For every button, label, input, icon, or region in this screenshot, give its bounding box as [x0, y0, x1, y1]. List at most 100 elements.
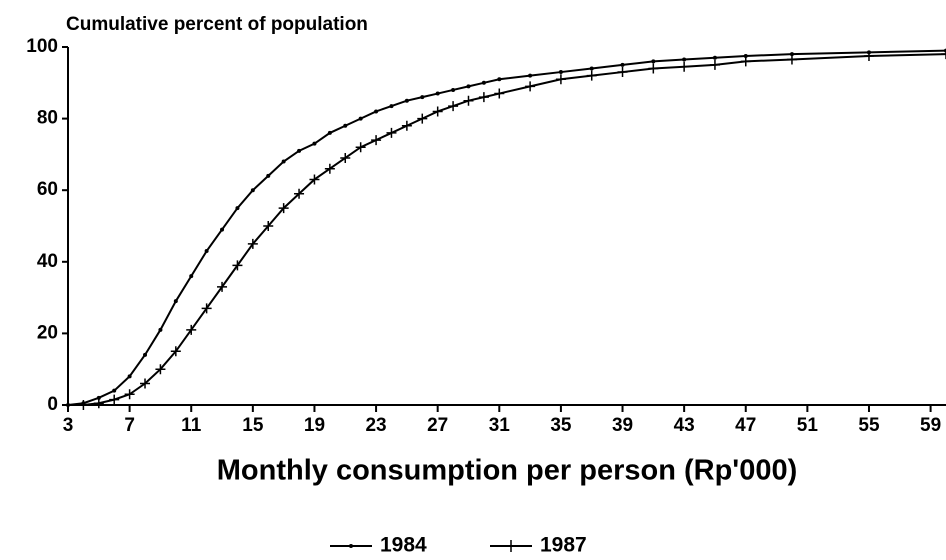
- point: [297, 148, 302, 153]
- point: [941, 49, 946, 60]
- point: [112, 388, 117, 393]
- legend-marker: [506, 540, 516, 552]
- x-axis-label: Monthly consumption per person (Rp'000): [217, 455, 797, 487]
- point: [374, 109, 379, 114]
- point: [343, 123, 348, 128]
- x-tick-label: 55: [858, 415, 880, 436]
- x-tick-label: 47: [735, 415, 756, 436]
- point: [96, 395, 101, 400]
- point: [127, 374, 132, 379]
- point: [235, 206, 240, 211]
- point: [525, 81, 536, 92]
- x-tick-label: 39: [612, 415, 633, 436]
- chart-title: Cumulative percent of population: [66, 14, 368, 35]
- point: [281, 159, 286, 164]
- y-tick-label: 60: [37, 179, 58, 200]
- point: [63, 400, 73, 410]
- point: [435, 91, 440, 96]
- y-tick-label: 20: [37, 322, 58, 343]
- point: [263, 221, 274, 231]
- point: [789, 52, 794, 57]
- point: [586, 70, 597, 81]
- point: [463, 95, 474, 106]
- x-tick-label: 11: [181, 415, 202, 436]
- point: [682, 57, 687, 62]
- point: [155, 364, 166, 375]
- point: [294, 188, 305, 199]
- point: [170, 346, 181, 357]
- point: [250, 188, 255, 193]
- x-tick-label: 7: [124, 415, 135, 436]
- point: [617, 67, 628, 78]
- point: [555, 74, 566, 85]
- y-tick-label: 80: [37, 108, 58, 129]
- point: [743, 53, 748, 58]
- point: [324, 163, 335, 174]
- point: [386, 127, 397, 138]
- legend-label: 1984: [380, 534, 427, 557]
- point: [651, 59, 656, 64]
- point: [355, 142, 366, 153]
- plot-area: [63, 48, 946, 410]
- x-tick-label: 19: [304, 415, 325, 436]
- point: [448, 101, 459, 112]
- point: [389, 104, 394, 109]
- point: [232, 260, 243, 271]
- point: [340, 152, 351, 163]
- point: [648, 63, 659, 74]
- x-tick-label: 3: [63, 415, 74, 436]
- legend-marker: [349, 544, 353, 548]
- point: [278, 203, 289, 214]
- point: [189, 274, 194, 279]
- point: [247, 238, 258, 249]
- point: [266, 173, 271, 178]
- point: [201, 303, 212, 314]
- x-tick-label: 23: [365, 415, 386, 436]
- point: [863, 50, 874, 61]
- point: [327, 130, 332, 135]
- point: [417, 113, 428, 124]
- point: [204, 249, 209, 254]
- point: [143, 352, 148, 357]
- y-tick-label: 40: [37, 251, 58, 272]
- x-tick-label: 15: [242, 415, 264, 436]
- point: [712, 55, 717, 60]
- point: [478, 92, 489, 103]
- point: [124, 389, 135, 400]
- point: [494, 88, 505, 99]
- point: [620, 62, 625, 67]
- point: [186, 324, 197, 335]
- point: [358, 116, 363, 121]
- point: [466, 84, 471, 89]
- x-tick-label: 31: [489, 415, 511, 436]
- legend-label: 1987: [540, 534, 587, 557]
- point: [173, 299, 178, 304]
- x-tick-label: 59: [920, 415, 941, 436]
- point: [679, 61, 690, 72]
- point: [420, 95, 425, 100]
- point: [481, 80, 486, 85]
- y-tick-label: 100: [26, 36, 58, 57]
- x-tick-label: 35: [550, 415, 572, 436]
- point: [709, 59, 720, 70]
- point: [528, 73, 533, 78]
- series-line: [68, 53, 946, 406]
- x-tick-label: 27: [427, 415, 448, 436]
- x-tick-label: 43: [674, 415, 695, 436]
- point: [558, 70, 563, 75]
- point: [404, 98, 409, 103]
- point: [140, 378, 151, 389]
- point: [109, 394, 120, 405]
- point: [401, 120, 412, 131]
- point: [786, 54, 797, 65]
- y-tick-label: 0: [47, 394, 58, 415]
- point: [432, 106, 443, 117]
- point: [312, 141, 317, 146]
- point: [740, 56, 751, 67]
- series-line: [67, 49, 946, 406]
- point: [589, 66, 594, 71]
- point: [371, 135, 382, 146]
- point: [217, 281, 228, 292]
